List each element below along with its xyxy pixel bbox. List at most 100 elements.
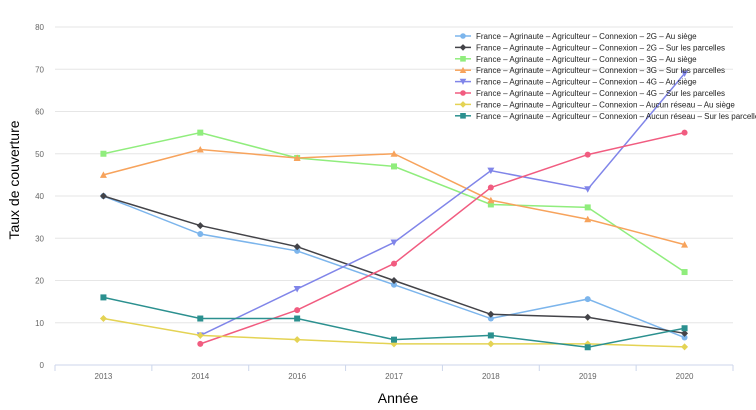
legend-swatch-marker bbox=[459, 101, 467, 108]
legend-label: France – Agrinaute – Agriculteur – Conne… bbox=[476, 66, 725, 75]
data-point[interactable] bbox=[196, 222, 204, 230]
data-point[interactable] bbox=[390, 277, 398, 284]
data-point[interactable] bbox=[293, 243, 301, 251]
data-point[interactable] bbox=[391, 336, 397, 343]
legend-label: France – Agrinaute – Agriculteur – Conne… bbox=[476, 43, 725, 52]
y-tick-label: 0 bbox=[40, 361, 45, 370]
data-point[interactable] bbox=[681, 325, 688, 332]
x-tick-label: 2014 bbox=[191, 372, 209, 381]
legend-item[interactable]: France – Agrinaute – Agriculteur – Conne… bbox=[455, 32, 697, 41]
data-point[interactable] bbox=[681, 241, 689, 248]
y-tick-label: 10 bbox=[35, 319, 44, 328]
legend-label: France – Agrinaute – Agriculteur – Conne… bbox=[476, 55, 697, 64]
data-point[interactable] bbox=[99, 315, 107, 323]
data-point[interactable] bbox=[294, 247, 301, 254]
data-point[interactable] bbox=[681, 70, 689, 77]
data-point[interactable] bbox=[293, 154, 301, 161]
legend-item[interactable]: France – Agrinaute – Agriculteur – Conne… bbox=[455, 112, 756, 121]
data-point[interactable] bbox=[487, 340, 495, 348]
data-point[interactable] bbox=[196, 146, 204, 153]
data-point[interactable] bbox=[584, 313, 592, 321]
x-tick-label: 2019 bbox=[579, 372, 597, 381]
data-point[interactable] bbox=[681, 334, 688, 341]
legend-item[interactable]: France – Agrinaute – Agriculteur – Conne… bbox=[455, 78, 697, 87]
data-point[interactable] bbox=[584, 186, 592, 193]
series-4 bbox=[99, 146, 689, 248]
legend-label: France – Agrinaute – Agriculteur – Conne… bbox=[476, 100, 735, 109]
legend-item[interactable]: France – Agrinaute – Agriculteur – Conne… bbox=[455, 55, 697, 64]
y-tick-label: 60 bbox=[35, 108, 44, 117]
data-point[interactable] bbox=[584, 296, 591, 303]
x-tick-label: 2017 bbox=[385, 372, 403, 381]
data-point[interactable] bbox=[584, 204, 591, 211]
data-point[interactable] bbox=[487, 167, 495, 175]
series-5 bbox=[196, 70, 689, 339]
y-tick-label: 30 bbox=[35, 234, 44, 243]
y-tick-label: 80 bbox=[35, 23, 44, 32]
legend-swatch-marker bbox=[460, 56, 466, 62]
legend-swatch-marker bbox=[460, 90, 466, 96]
data-point[interactable] bbox=[681, 329, 689, 337]
data-point[interactable] bbox=[100, 150, 107, 157]
data-point[interactable] bbox=[487, 310, 495, 318]
data-point[interactable] bbox=[487, 184, 494, 191]
data-point[interactable] bbox=[293, 336, 301, 344]
series-2 bbox=[99, 192, 689, 337]
y-tick-label: 50 bbox=[35, 150, 44, 159]
y-axis-title: Taux de couverture bbox=[6, 120, 22, 239]
x-tick-label: 2013 bbox=[95, 372, 113, 381]
x-tick-label: 2020 bbox=[676, 372, 694, 381]
data-point[interactable] bbox=[294, 307, 301, 314]
legend-swatch-marker bbox=[459, 66, 467, 73]
legend-label: France – Agrinaute – Agriculteur – Conne… bbox=[476, 32, 697, 41]
legend-label: France – Agrinaute – Agriculteur – Conne… bbox=[476, 78, 697, 87]
series-group bbox=[99, 70, 689, 351]
legend-item[interactable]: France – Agrinaute – Agriculteur – Conne… bbox=[455, 66, 725, 75]
data-point[interactable] bbox=[294, 315, 301, 322]
data-point[interactable] bbox=[487, 315, 494, 322]
legend-swatch-marker bbox=[459, 78, 467, 85]
data-point[interactable] bbox=[100, 294, 107, 301]
axes: 0 10 20 30 40 50 60 70 80 2013 2014 2016 2017 2018 201… bbox=[35, 23, 734, 381]
data-point[interactable] bbox=[293, 285, 301, 293]
legend-swatch-marker bbox=[459, 44, 467, 51]
y-tick-label: 20 bbox=[35, 277, 44, 286]
legend-item[interactable]: France – Agrinaute – Agriculteur – Conne… bbox=[455, 100, 735, 109]
data-point[interactable] bbox=[391, 281, 397, 288]
data-point[interactable] bbox=[681, 129, 688, 136]
data-point[interactable] bbox=[197, 129, 204, 136]
data-point[interactable] bbox=[390, 239, 398, 246]
legend-swatch-marker bbox=[460, 113, 466, 119]
data-point[interactable] bbox=[390, 150, 398, 157]
data-point[interactable] bbox=[99, 192, 107, 200]
y-tick-label: 40 bbox=[35, 192, 44, 201]
data-point[interactable] bbox=[197, 340, 204, 347]
data-point[interactable] bbox=[391, 260, 397, 267]
data-point[interactable] bbox=[584, 151, 591, 158]
series-8 bbox=[100, 294, 688, 351]
data-point[interactable] bbox=[584, 215, 592, 223]
y-tick-label: 70 bbox=[35, 65, 44, 74]
data-point[interactable] bbox=[681, 269, 688, 276]
data-point[interactable] bbox=[487, 332, 494, 339]
data-point[interactable] bbox=[584, 344, 591, 351]
data-point[interactable] bbox=[487, 201, 494, 208]
data-point[interactable] bbox=[197, 315, 204, 322]
legend-item[interactable]: France – Agrinaute – Agriculteur – Conne… bbox=[455, 89, 725, 98]
series-line bbox=[200, 131, 685, 345]
data-point[interactable] bbox=[487, 196, 495, 204]
data-point[interactable] bbox=[391, 163, 397, 170]
series-6 bbox=[197, 129, 688, 347]
legend-label: France – Agrinaute – Agriculteur – Conne… bbox=[476, 112, 756, 121]
data-point[interactable] bbox=[197, 231, 204, 238]
x-axis-title: Année bbox=[378, 390, 419, 406]
legend-swatch-marker bbox=[460, 33, 466, 39]
data-point[interactable] bbox=[196, 331, 204, 339]
series-line bbox=[199, 72, 686, 337]
legend-label: France – Agrinaute – Agriculteur – Conne… bbox=[476, 89, 725, 98]
legend-item[interactable]: France – Agrinaute – Agriculteur – Conne… bbox=[455, 43, 725, 52]
data-point[interactable] bbox=[681, 343, 689, 351]
legend: France – Agrinaute – Agriculteur – Conne… bbox=[455, 32, 756, 121]
data-point[interactable] bbox=[99, 171, 107, 178]
